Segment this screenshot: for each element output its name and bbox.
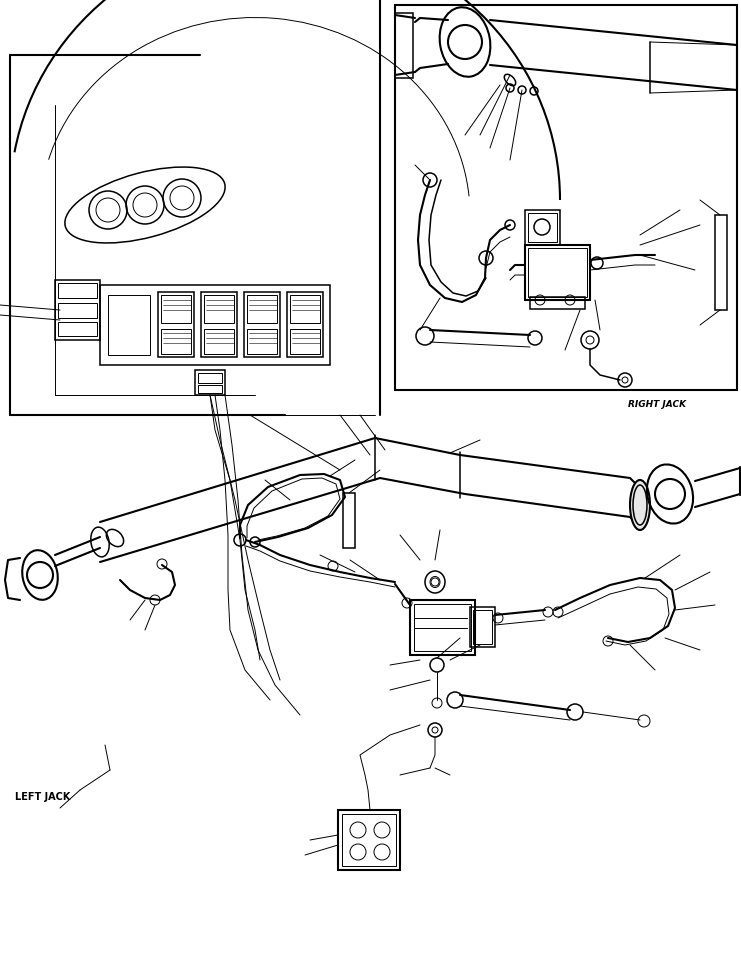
Bar (204, 295, 234, 323)
Bar (201, 292, 237, 357)
Bar (528, 248, 587, 297)
Bar (287, 292, 323, 357)
Bar (198, 385, 222, 393)
Bar (525, 210, 560, 245)
Bar (244, 292, 280, 357)
Bar (414, 604, 471, 651)
Bar (100, 285, 330, 365)
Bar (473, 610, 492, 644)
Bar (58, 283, 97, 298)
Bar (342, 814, 396, 866)
Bar (158, 292, 194, 357)
Bar (530, 297, 585, 309)
Bar (290, 329, 320, 354)
Text: LEFT JACK: LEFT JACK (15, 792, 70, 802)
Bar (470, 607, 495, 647)
Bar (525, 245, 590, 300)
Bar (395, 13, 413, 78)
Bar (198, 373, 222, 383)
Bar (528, 213, 557, 242)
Bar (395, 5, 737, 390)
Ellipse shape (630, 480, 650, 530)
Bar (108, 295, 150, 355)
Bar (161, 329, 191, 354)
Bar (715, 215, 727, 310)
Bar (161, 295, 191, 323)
Bar (410, 600, 475, 655)
Bar (290, 295, 320, 323)
Bar (204, 329, 234, 354)
Bar (195, 370, 225, 395)
Bar (58, 322, 97, 336)
Bar (55, 280, 100, 340)
Bar (247, 329, 277, 354)
Bar (58, 303, 97, 318)
Bar (247, 295, 277, 323)
Text: RIGHT JACK: RIGHT JACK (628, 400, 686, 409)
Bar (338, 810, 400, 870)
Bar (343, 493, 355, 548)
